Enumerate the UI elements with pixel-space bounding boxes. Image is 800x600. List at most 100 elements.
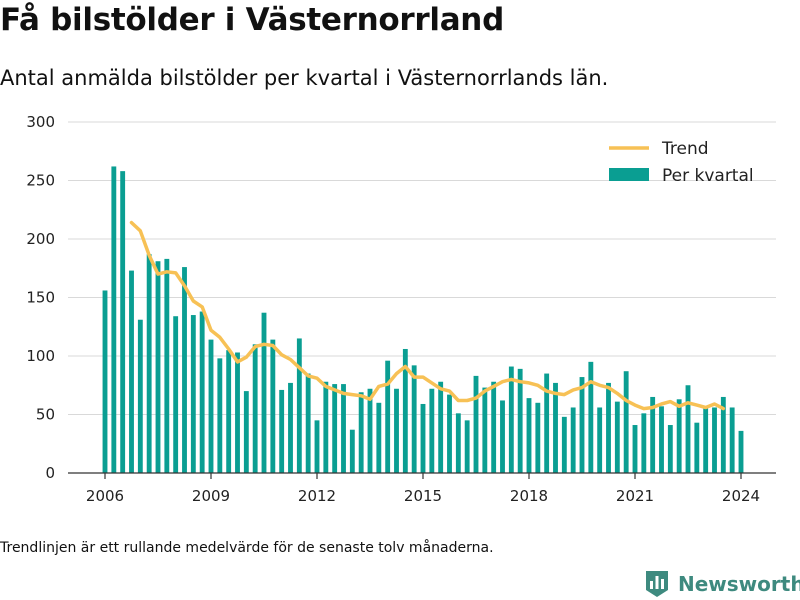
bar: [429, 388, 435, 473]
y-tick-label: 150: [26, 289, 55, 307]
bar: [288, 382, 293, 473]
bar: [270, 339, 276, 473]
bar: [641, 413, 647, 473]
x-axis: 2006 2009 2012 2015 2018 2021 2024: [68, 472, 776, 505]
chart-subtitle: Antal anmälda bilstölder per kvartal i V…: [0, 66, 609, 90]
bar: [623, 371, 629, 473]
bar: [606, 382, 611, 473]
bar: [535, 402, 541, 473]
bar: [120, 171, 126, 473]
bar: [500, 400, 505, 473]
y-axis-labels: 0 50 100 150 200 250 300: [26, 113, 55, 482]
bar: [738, 430, 744, 473]
bar: [332, 384, 338, 473]
bar: [190, 315, 196, 473]
bar: [252, 344, 258, 473]
bar: [402, 348, 408, 473]
bar: [102, 290, 108, 473]
bar: [279, 389, 285, 473]
x-tick-label: 2018: [510, 487, 548, 505]
bar: [385, 360, 391, 473]
bar: [447, 394, 452, 473]
bar: [296, 338, 302, 473]
bar: [199, 311, 205, 473]
bar: [394, 388, 399, 473]
bar: [473, 375, 479, 473]
y-tick-label: 0: [45, 464, 55, 482]
legend-bars-label: Per kvartal: [662, 166, 754, 186]
bar: [720, 396, 726, 473]
bar: [173, 316, 179, 473]
bar: [164, 258, 170, 473]
bar: [517, 368, 523, 473]
bar: [341, 384, 346, 473]
bar: [182, 267, 187, 473]
brand-logo[interactable]: Newsworthy: [644, 568, 800, 600]
bar: [588, 361, 594, 473]
x-tick-label: 2024: [722, 487, 760, 505]
bar: [235, 352, 240, 473]
bar: [712, 407, 717, 473]
bar: [261, 312, 267, 473]
bar-chart-logo-icon: [646, 571, 668, 597]
legend: Trend Per kvartal: [609, 139, 754, 186]
y-tick-label: 100: [26, 347, 55, 365]
bar: [676, 399, 682, 473]
bar: [208, 339, 214, 473]
bar: [667, 425, 673, 473]
brand-name: Newsworthy: [678, 572, 800, 596]
bar: [650, 396, 656, 473]
bar: [464, 420, 470, 473]
bar: [146, 254, 152, 473]
bar: [349, 429, 355, 473]
bar: [129, 270, 134, 473]
bar: [217, 358, 223, 473]
bar: [597, 407, 603, 473]
bar: [544, 373, 550, 473]
chart-title: Få bilstölder i Västernorrland: [0, 2, 504, 38]
bar: [243, 391, 249, 473]
x-tick-label: 2009: [192, 487, 230, 505]
bar: [729, 407, 735, 473]
bar: [526, 398, 532, 473]
bar: [561, 416, 567, 473]
legend-trend-label: Trend: [661, 139, 709, 159]
bar: [358, 392, 364, 473]
y-tick-label: 250: [26, 172, 55, 190]
bar: [411, 365, 417, 473]
bar: [305, 373, 311, 473]
bar: [491, 381, 497, 473]
bar: [632, 425, 638, 473]
bar: [694, 422, 700, 473]
x-tick-label: 2015: [404, 487, 442, 505]
bar: [482, 387, 488, 473]
bar: [314, 420, 320, 473]
footnote: Trendlinjen är ett rullande medelvärde f…: [0, 540, 494, 556]
bar: [323, 381, 329, 473]
legend-bars-swatch: [609, 168, 649, 181]
y-tick-label: 200: [26, 230, 55, 248]
bar: [420, 403, 426, 473]
bar: [137, 319, 143, 473]
bar: [703, 407, 709, 473]
x-tick-label: 2012: [298, 487, 336, 505]
bar: [155, 261, 161, 473]
bar: [570, 407, 576, 473]
bar: [438, 381, 444, 473]
bar: [367, 388, 373, 473]
bar: [659, 406, 664, 473]
bar: [579, 377, 585, 473]
bar: [455, 413, 461, 473]
bar: [111, 166, 117, 473]
x-tick-label: 2021: [616, 487, 654, 505]
x-tick-label: 2006: [86, 487, 124, 505]
bar: [226, 350, 232, 473]
bar-series: [102, 166, 744, 473]
y-tick-label: 300: [26, 113, 55, 131]
bar: [376, 402, 382, 473]
y-tick-label: 50: [36, 406, 55, 424]
bar: [508, 366, 514, 473]
bar: [685, 385, 691, 473]
trend-line: [129, 220, 726, 411]
